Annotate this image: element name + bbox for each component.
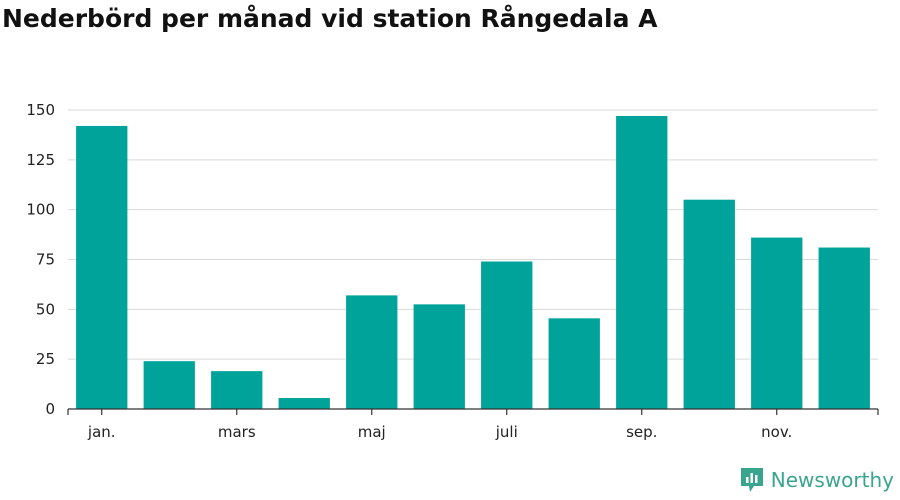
x-tick-label: maj — [358, 423, 386, 441]
axes: 0 25 50 75 100 125 150 jan. mars maj juli sep. nov. — [26, 101, 879, 441]
bar-jan — [76, 125, 128, 410]
x-tick-label: juli — [495, 423, 518, 441]
bar-nov — [751, 237, 803, 409]
y-tick-label: 25 — [36, 350, 55, 368]
newsworthy-logo-icon — [740, 468, 763, 492]
gridlines — [68, 109, 878, 360]
brand-logo: Newsworthy — [739, 466, 894, 494]
bar-dec — [818, 247, 870, 409]
bar-aug — [548, 318, 600, 409]
bar-mars — [211, 371, 263, 409]
y-tick-label: 125 — [26, 151, 55, 169]
y-tick-label: 100 — [26, 201, 55, 219]
bar-okt — [683, 199, 735, 409]
y-tick-label: 0 — [45, 400, 55, 418]
brand-name: Newsworthy — [770, 468, 894, 492]
y-tick-label: 50 — [36, 300, 55, 318]
bar-feb — [143, 361, 195, 409]
x-tick-label: sep. — [626, 423, 657, 441]
x-tick-label: nov. — [761, 423, 792, 441]
bar-april — [278, 398, 330, 409]
x-tick-label: jan. — [87, 423, 116, 441]
x-tick-label: mars — [218, 423, 256, 441]
bars — [76, 115, 870, 410]
bar-maj — [346, 295, 398, 409]
bar-sep — [616, 115, 668, 409]
y-tick-label: 150 — [26, 101, 55, 119]
chart-title: Nederbörd per månad vid station Rångedal… — [2, 4, 658, 33]
bar-juli — [481, 261, 533, 409]
y-tick-label: 75 — [36, 251, 55, 269]
bar-juni — [413, 304, 465, 409]
